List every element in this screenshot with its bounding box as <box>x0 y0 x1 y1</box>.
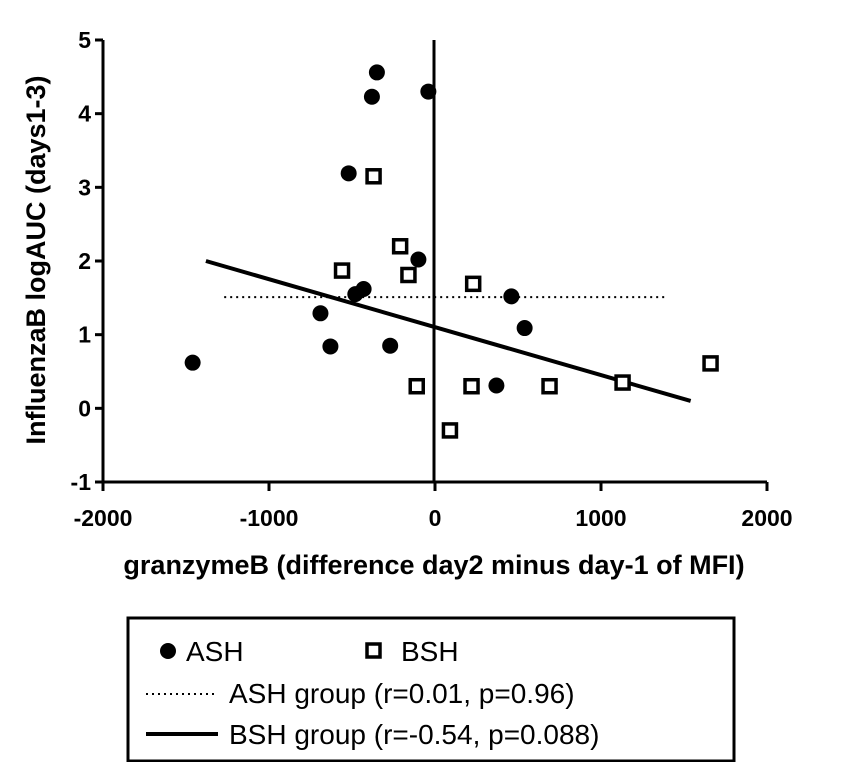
x-tick-label: 2000 <box>741 505 792 531</box>
ash-point <box>488 377 505 394</box>
bsh-point <box>408 377 425 395</box>
plot-area: -1 0 1 2 3 4 5 -2000 -1000 0 1000 2000 <box>71 27 793 531</box>
legend-ash-line-label: ASH group (r=0.01, p=0.96) <box>229 678 575 709</box>
x-tick-label: -2000 <box>74 505 133 531</box>
ash-point <box>363 88 380 105</box>
y-tick-label: 5 <box>78 27 91 53</box>
ash-point <box>420 83 437 100</box>
legend: ASH BSH ASH group (r=0.01, p=0.96) BSH g… <box>126 616 736 762</box>
bsh-point <box>333 262 351 279</box>
ash-point <box>322 338 339 355</box>
bsh-point <box>541 377 558 395</box>
bsh-point <box>614 374 631 391</box>
bsh-point <box>464 275 482 293</box>
y-tick-label: 1 <box>78 322 91 348</box>
x-tick-label: -1000 <box>240 505 299 531</box>
ash-point <box>368 64 385 81</box>
x-tick-label: 0 <box>429 505 442 531</box>
y-tick-label: 0 <box>78 395 91 421</box>
y-tick-label: 3 <box>78 174 91 200</box>
ash-point <box>355 280 372 297</box>
ash-point <box>410 251 427 268</box>
x-tick-label: 1000 <box>575 505 626 531</box>
ash-point <box>340 165 357 182</box>
y-tick-label: 4 <box>78 101 91 127</box>
bsh-point <box>463 377 480 395</box>
y-axis-title: InfluenzaB logAUC (days1-3) <box>21 75 51 444</box>
bsh-point <box>391 238 409 255</box>
legend-bsh-line-label: BSH group (r=-0.54, p=0.088) <box>229 719 599 750</box>
legend-bsh-marker <box>365 642 382 659</box>
bsh-point <box>441 422 459 439</box>
y-tick-label: -1 <box>71 469 92 495</box>
ash-point <box>516 320 533 337</box>
ash-point <box>312 305 329 322</box>
ash-point <box>184 354 201 371</box>
y-tick-label: 2 <box>78 248 91 274</box>
ash-point <box>382 337 399 354</box>
legend-bsh-marker-label: BSH <box>401 636 459 667</box>
bsh-point <box>702 355 719 372</box>
legend-box <box>126 616 736 762</box>
ash-point <box>503 288 520 305</box>
legend-ash-marker-label: ASH <box>186 636 244 667</box>
bsh-fit-line <box>205 259 692 403</box>
legend-ash-marker <box>160 643 176 659</box>
bsh-point <box>365 168 382 185</box>
bsh-point <box>400 266 417 284</box>
x-axis-title: granzymeB (difference day2 minus day-1 o… <box>123 550 744 580</box>
